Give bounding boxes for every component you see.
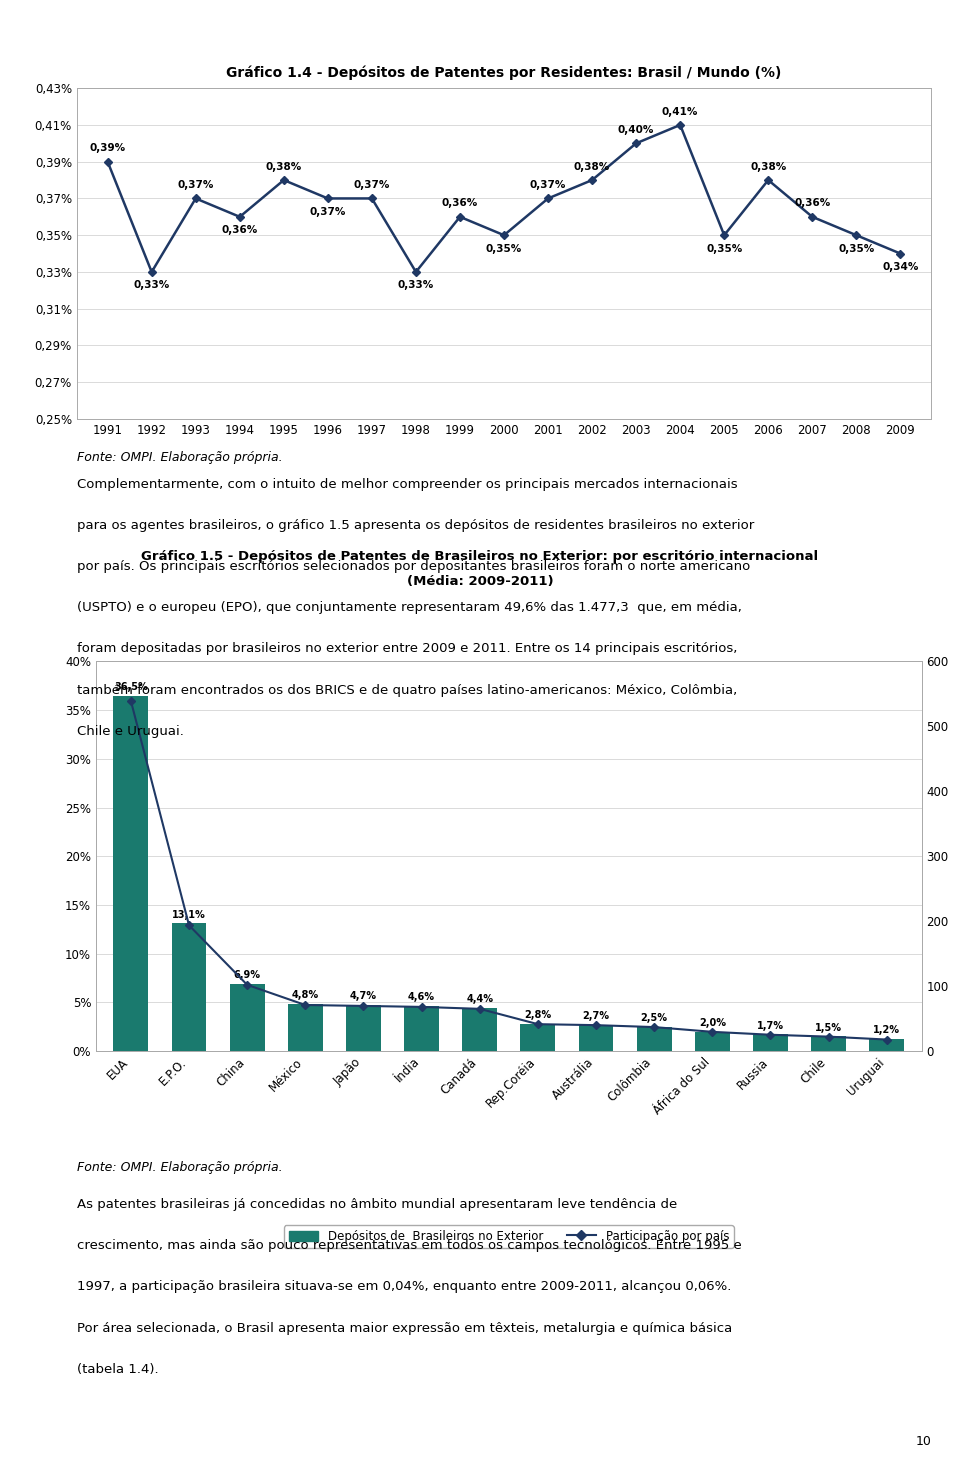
Text: 4,6%: 4,6% [408, 992, 435, 1003]
Text: 0,36%: 0,36% [442, 198, 478, 209]
Title: Gráfico 1.4 - Depósitos de Patentes por Residentes: Brasil / Mundo (%): Gráfico 1.4 - Depósitos de Patentes por … [227, 66, 781, 79]
Text: 1997, a participação brasileira situava-se em 0,04%, enquanto entre 2009-2011, a: 1997, a participação brasileira situava-… [77, 1280, 732, 1294]
Bar [869, 1039, 904, 1051]
Text: 0,35%: 0,35% [838, 244, 875, 253]
Text: (tabela 1.4).: (tabela 1.4). [77, 1363, 158, 1376]
Text: Complementarmente, com o intuito de melhor compreender os principais mercados in: Complementarmente, com o intuito de melh… [77, 478, 737, 491]
Text: 13,1%: 13,1% [172, 910, 205, 920]
Text: crescimento, mas ainda são pouco representativas em todos os campos tecnológicos: crescimento, mas ainda são pouco represe… [77, 1239, 741, 1252]
Bar [346, 1005, 381, 1051]
Text: 2,5%: 2,5% [640, 1013, 667, 1023]
Text: 2,0%: 2,0% [699, 1017, 726, 1028]
Text: 6,9%: 6,9% [233, 970, 261, 980]
Text: 0,39%: 0,39% [89, 144, 126, 153]
Text: 0,36%: 0,36% [794, 198, 830, 209]
Text: 0,38%: 0,38% [750, 162, 786, 172]
Bar [404, 1007, 439, 1051]
Bar [172, 923, 206, 1051]
Text: 0,38%: 0,38% [574, 162, 611, 172]
Text: 1,5%: 1,5% [815, 1023, 842, 1032]
Text: 2,8%: 2,8% [524, 1010, 551, 1020]
Bar [753, 1035, 788, 1051]
Text: Por área selecionada, o Brasil apresenta maior expressão em têxteis, metalurgia : Por área selecionada, o Brasil apresenta… [77, 1322, 732, 1335]
Text: 0,37%: 0,37% [310, 207, 346, 216]
Bar [579, 1025, 613, 1051]
Bar [520, 1023, 555, 1051]
Text: 4,7%: 4,7% [350, 991, 377, 1001]
Bar [463, 1008, 497, 1051]
Bar [229, 983, 265, 1051]
Text: 0,37%: 0,37% [178, 181, 214, 190]
Text: 0,37%: 0,37% [353, 181, 390, 190]
Text: 4,8%: 4,8% [292, 991, 319, 1001]
Text: 0,34%: 0,34% [882, 262, 919, 272]
Text: 0,35%: 0,35% [486, 244, 522, 253]
Bar [695, 1032, 730, 1051]
Text: 1,7%: 1,7% [756, 1020, 784, 1030]
Text: 1,2%: 1,2% [874, 1026, 900, 1035]
Text: 36,5%: 36,5% [114, 682, 148, 692]
Bar [288, 1004, 323, 1051]
Text: Gráfico 1.5 - Depósitos de Patentes de Brasileiros no Exterior: por escritório i: Gráfico 1.5 - Depósitos de Patentes de B… [141, 550, 819, 563]
Text: 0,41%: 0,41% [662, 107, 698, 116]
Text: Fonte: OMPI. Elaboração própria.: Fonte: OMPI. Elaboração própria. [77, 451, 282, 465]
Text: As patentes brasileiras já concedidas no âmbito mundial apresentaram leve tendên: As patentes brasileiras já concedidas no… [77, 1198, 677, 1211]
Text: 10: 10 [915, 1435, 931, 1448]
Bar [113, 695, 149, 1051]
Text: 0,37%: 0,37% [530, 181, 566, 190]
Text: (USPTO) e o europeu (EPO), que conjuntamente representaram 49,6% das 1.477,3  qu: (USPTO) e o europeu (EPO), que conjuntam… [77, 601, 742, 614]
Text: 4,4%: 4,4% [467, 994, 493, 1004]
Text: 0,33%: 0,33% [133, 281, 170, 290]
Text: Chile e Uruguai.: Chile e Uruguai. [77, 725, 183, 738]
Text: para os agentes brasileiros, o gráfico 1.5 apresenta os depósitos de residentes : para os agentes brasileiros, o gráfico 1… [77, 519, 754, 532]
Text: 2,7%: 2,7% [583, 1011, 610, 1020]
Bar [811, 1036, 846, 1051]
Bar [636, 1026, 672, 1051]
Text: foram depositadas por brasileiros no exterior entre 2009 e 2011. Entre os 14 pri: foram depositadas por brasileiros no ext… [77, 642, 737, 656]
Text: Fonte: OMPI. Elaboração própria.: Fonte: OMPI. Elaboração própria. [77, 1161, 282, 1175]
Text: 0,38%: 0,38% [266, 162, 301, 172]
Text: por país. Os principais escritórios selecionados por depositantes brasileiros fo: por país. Os principais escritórios sele… [77, 560, 750, 573]
Text: também foram encontrados os dos BRICS e de quatro países latino-americanos: Méxi: também foram encontrados os dos BRICS e … [77, 684, 737, 697]
Text: 0,36%: 0,36% [222, 225, 258, 235]
Text: (Média: 2009-2011): (Média: 2009-2011) [407, 575, 553, 588]
Legend: Depósitos de  Brasileiros no Exterior, Participação por país: Depósitos de Brasileiros no Exterior, Pa… [284, 1226, 733, 1248]
Text: 0,33%: 0,33% [397, 281, 434, 290]
Text: 0,35%: 0,35% [707, 244, 742, 253]
Text: 0,40%: 0,40% [618, 125, 655, 135]
